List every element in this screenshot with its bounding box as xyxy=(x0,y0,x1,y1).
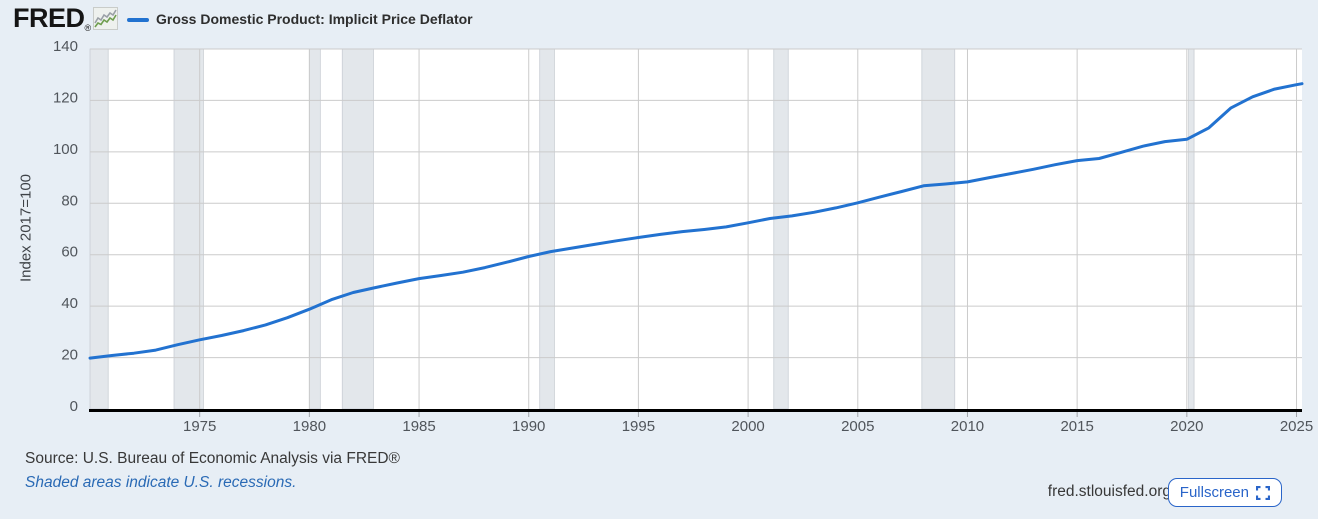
x-tick-label: 1990 xyxy=(512,418,545,435)
source-line: Source: U.S. Bureau of Economic Analysis… xyxy=(25,450,400,467)
y-tick-label: 140 xyxy=(53,38,78,55)
recession-band xyxy=(173,48,204,410)
fullscreen-expand-icon xyxy=(1256,485,1270,500)
recession-band xyxy=(773,48,789,410)
y-tick-label: 100 xyxy=(53,141,78,158)
x-tick-label: 1995 xyxy=(622,418,655,435)
fullscreen-label: Fullscreen xyxy=(1179,484,1249,501)
y-tick-label: 40 xyxy=(61,295,78,312)
recession-band xyxy=(539,48,555,410)
series-legend-swatch xyxy=(127,18,149,22)
y-tick-label: 20 xyxy=(61,347,78,364)
recession-band xyxy=(1188,48,1195,410)
fred-logo: FRED® xyxy=(13,3,91,34)
y-tick-label: 80 xyxy=(61,192,78,209)
x-tick-label: 1985 xyxy=(402,418,435,435)
x-tick-label: 2025 xyxy=(1280,418,1313,435)
site-url: fred.stlouisfed.org xyxy=(1047,483,1171,500)
y-tick-label: 60 xyxy=(61,244,78,261)
mini-graph-gray-line xyxy=(94,9,117,24)
x-tick-label: 2010 xyxy=(951,418,984,435)
fred-logo-text: FRED xyxy=(13,3,85,33)
registered-trademark: ® xyxy=(84,23,92,33)
series-line[interactable] xyxy=(88,82,1304,360)
mini-graph-icon xyxy=(93,7,118,30)
x-tick-label: 1975 xyxy=(183,418,216,435)
x-tick-label: 1980 xyxy=(293,418,326,435)
y-tick-label: 0 xyxy=(70,398,78,415)
line-chart[interactable]: 0 20 40 60 80 100 120 140 1975 1980 1985 1990 1995 20… xyxy=(0,0,1318,445)
mini-graph-green-line xyxy=(94,14,117,28)
recession-band xyxy=(921,48,956,410)
x-tick-label: 2000 xyxy=(731,418,764,435)
recession-note-link[interactable]: Shaded areas indicate U.S. recessions. xyxy=(25,474,297,491)
recession-band xyxy=(308,48,321,410)
x-tick-label: 2015 xyxy=(1060,418,1093,435)
series-title: Gross Domestic Product: Implicit Price D… xyxy=(156,11,473,27)
x-tick-label: 2020 xyxy=(1170,418,1203,435)
y-tick-label: 120 xyxy=(53,89,78,106)
fullscreen-button[interactable]: Fullscreen xyxy=(1167,478,1282,507)
recession-band xyxy=(341,48,374,410)
x-tick-label: 2005 xyxy=(841,418,874,435)
